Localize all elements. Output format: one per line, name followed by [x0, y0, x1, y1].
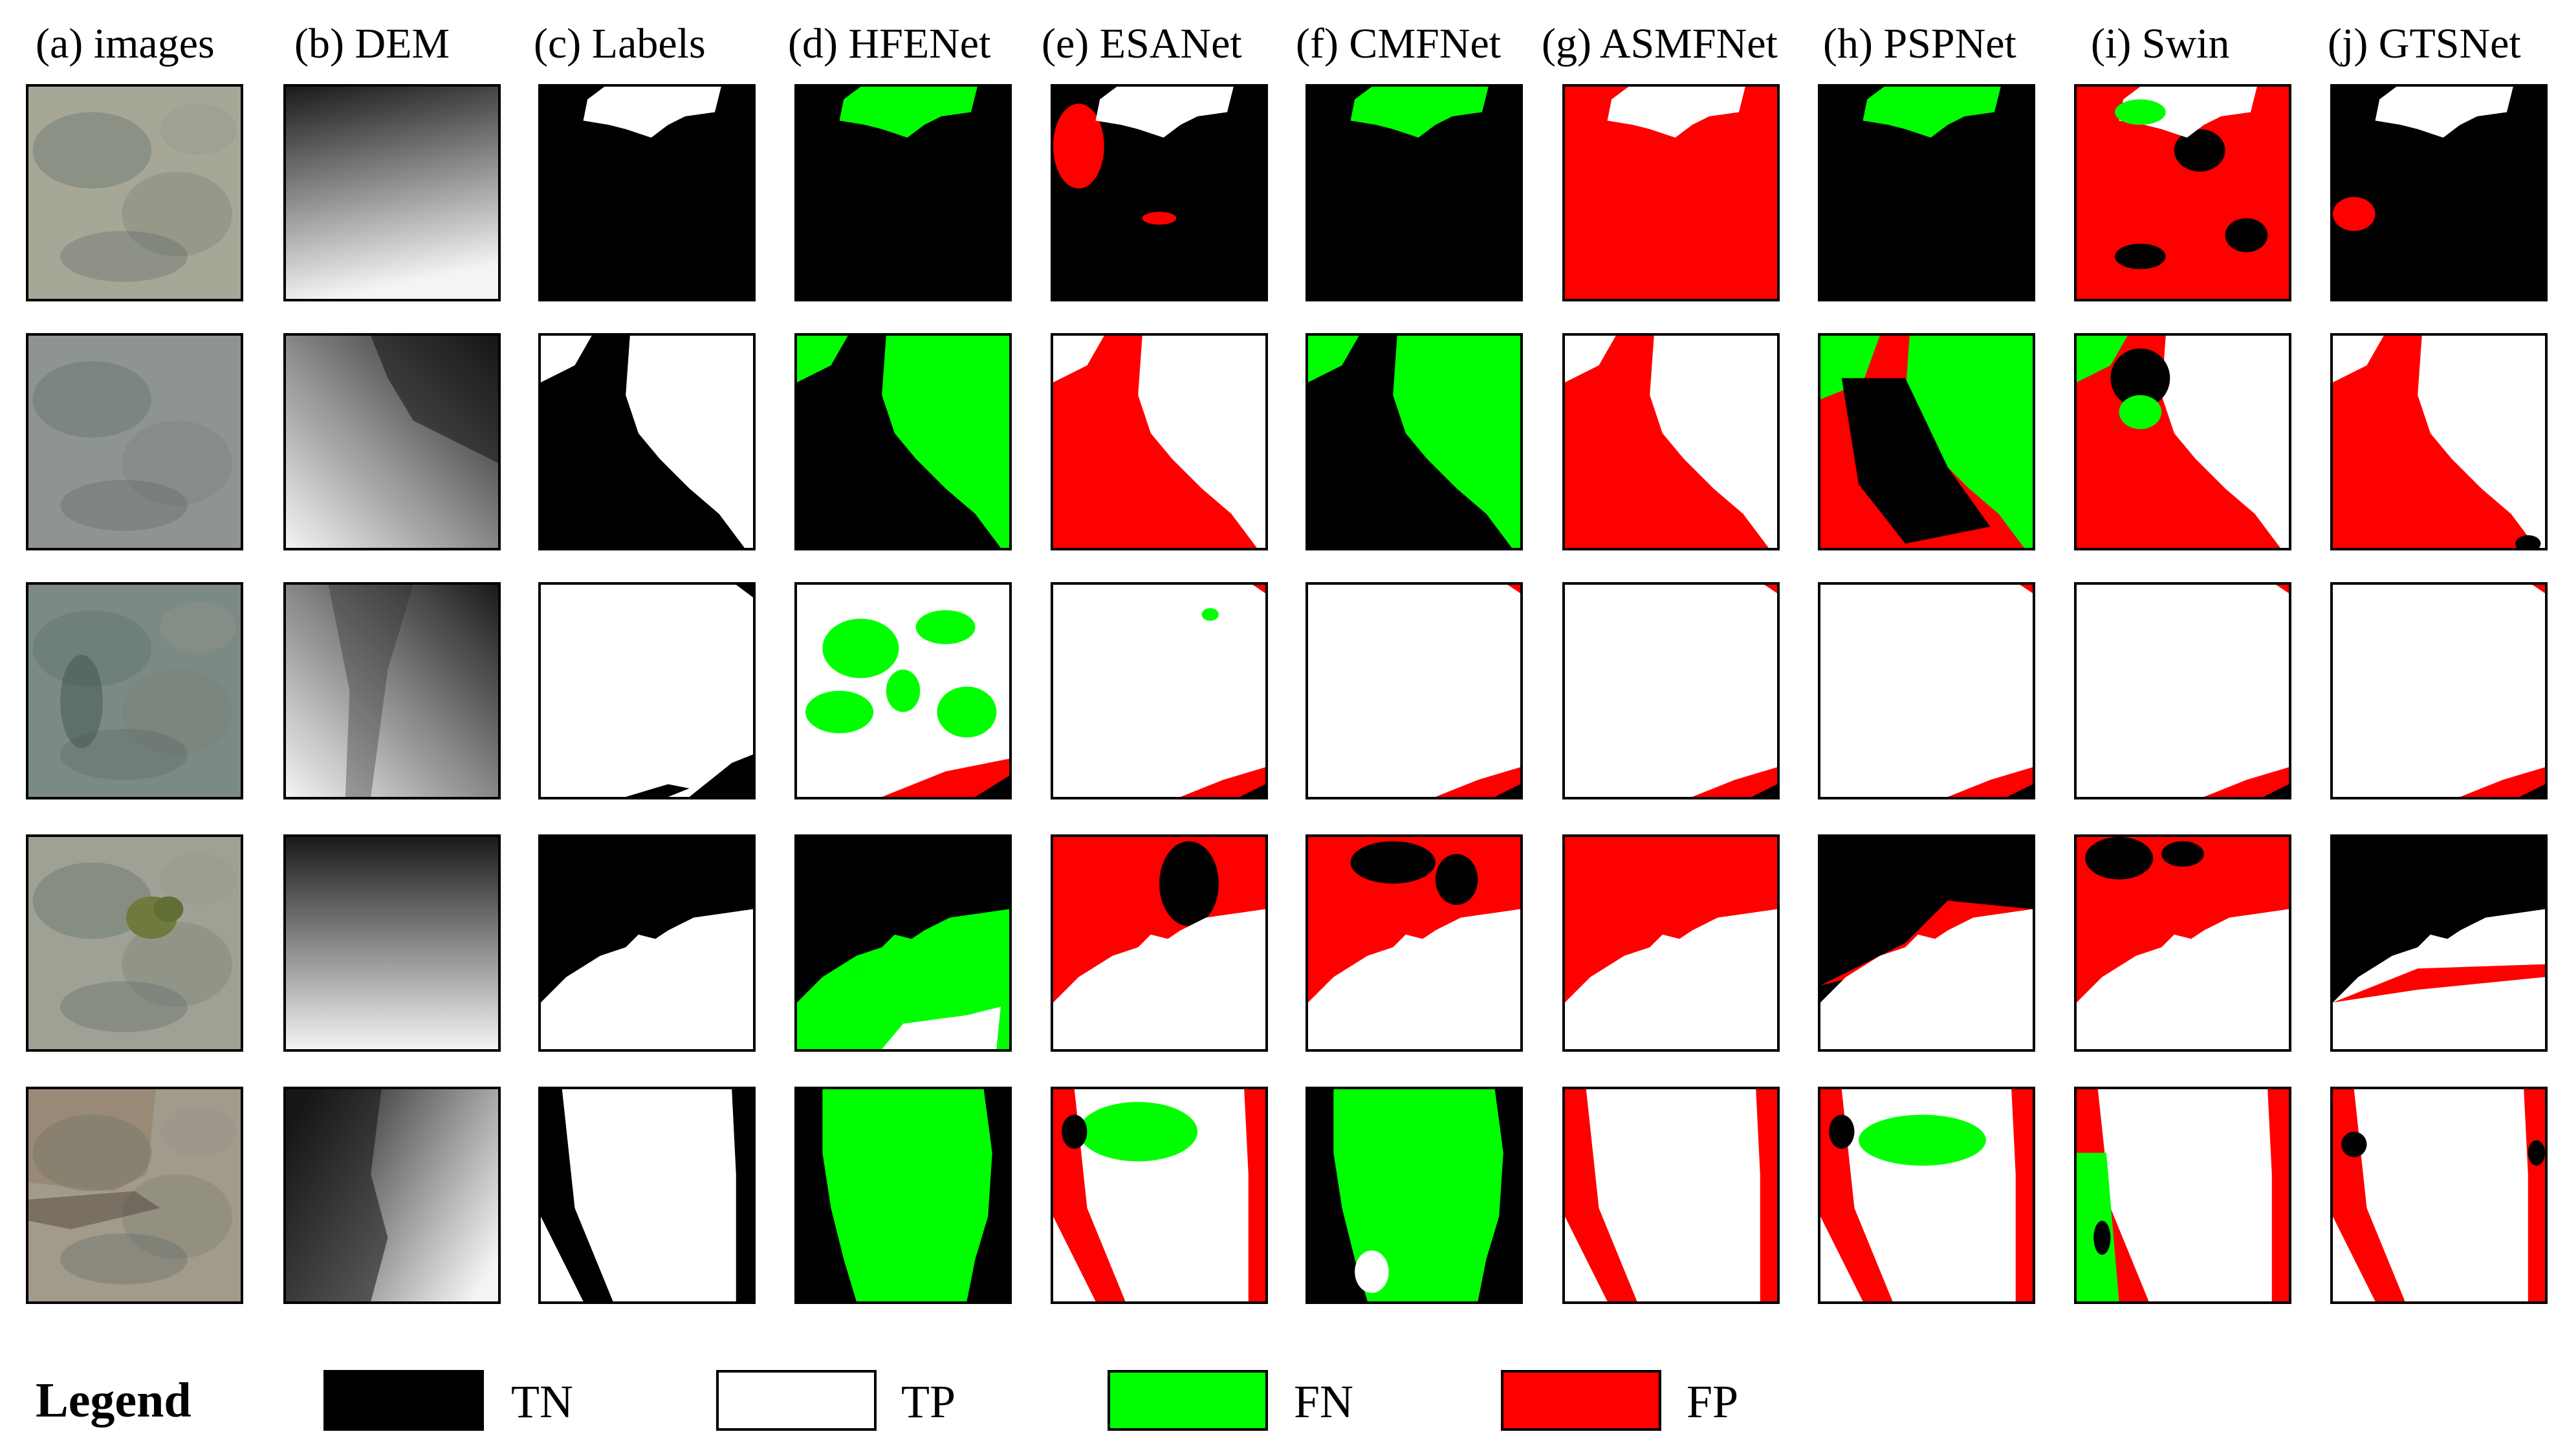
tile-pspnet-row-5 [1818, 1087, 2035, 1304]
tile-swin-row-3 [2074, 582, 2291, 799]
tile-pspnet-row-3 [1818, 582, 2035, 799]
legend-label-tp: TP [901, 1376, 956, 1428]
tile-pspnet-row-2 [1818, 333, 2035, 550]
tile-esanet-row-1 [1051, 84, 1268, 301]
tile-swin-row-1 [2074, 84, 2291, 301]
legend-label-tn: TN [511, 1376, 573, 1428]
tile-esanet-row-3 [1051, 582, 1268, 799]
tile-asmfnet-row-4 [1562, 834, 1780, 1052]
tile-gtsnet-row-3 [2330, 582, 2548, 799]
column-header-labels: (c) Labels [534, 20, 706, 67]
column-header-gtsnet: (j) GTSNet [2328, 20, 2521, 67]
tile-image-row-2 [26, 333, 243, 550]
column-header-asmfnet: (g) ASMFNet [1542, 20, 1778, 67]
tile-gtsnet-row-5 [2330, 1087, 2548, 1304]
legend-title: Legend [36, 1373, 191, 1428]
tile-cmfnet-row-5 [1305, 1087, 1523, 1304]
tile-label-row-5 [538, 1087, 756, 1304]
tile-pspnet-row-1 [1818, 84, 2035, 301]
tile-cmfnet-row-1 [1305, 84, 1523, 301]
tile-asmfnet-row-2 [1562, 333, 1780, 550]
column-header-images: (a) images [36, 20, 215, 67]
tile-swin-row-5 [2074, 1087, 2291, 1304]
tile-esanet-row-5 [1051, 1087, 1268, 1304]
tile-gtsnet-row-2 [2330, 333, 2548, 550]
tile-label-row-4 [538, 834, 756, 1052]
tile-hfenet-row-1 [794, 84, 1012, 301]
tile-label-row-3 [538, 582, 756, 799]
tile-image-row-3 [26, 582, 243, 799]
column-header-pspnet: (h) PSPNet [1823, 20, 2016, 67]
column-header-cmfnet: (f) CMFNet [1296, 20, 1502, 67]
legend-label-fp: FP [1687, 1376, 1739, 1428]
tile-dem-row-2 [283, 333, 501, 550]
tile-gtsnet-row-1 [2330, 84, 2548, 301]
tile-hfenet-row-3 [794, 582, 1012, 799]
tile-hfenet-row-2 [794, 333, 1012, 550]
tile-pspnet-row-4 [1818, 834, 2035, 1052]
tile-hfenet-row-4 [794, 834, 1012, 1052]
legend-swatch-fp [1501, 1370, 1661, 1431]
tile-swin-row-2 [2074, 333, 2291, 550]
tile-cmfnet-row-2 [1305, 333, 1523, 550]
tile-label-row-1 [538, 84, 756, 301]
legend-swatch-tn [323, 1370, 484, 1431]
column-header-swin: (i) Swin [2091, 20, 2230, 67]
tile-swin-row-4 [2074, 834, 2291, 1052]
tile-gtsnet-row-4 [2330, 834, 2548, 1052]
column-header-esanet: (e) ESANet [1042, 20, 1242, 67]
column-header-hfenet: (d) HFENet [788, 20, 991, 67]
legend-swatch-tp [716, 1370, 877, 1431]
tile-esanet-row-2 [1051, 333, 1268, 550]
tile-hfenet-row-5 [794, 1087, 1012, 1304]
tile-image-row-4 [26, 834, 243, 1052]
tile-image-row-1 [26, 84, 243, 301]
column-header-dem: (b) DEM [294, 20, 450, 67]
tile-cmfnet-row-3 [1305, 582, 1523, 799]
tile-asmfnet-row-1 [1562, 84, 1780, 301]
tile-dem-row-1 [283, 84, 501, 301]
tile-dem-row-3 [283, 582, 501, 799]
legend-label-fn: FN [1294, 1376, 1354, 1428]
legend-swatch-fn [1108, 1370, 1268, 1431]
tile-dem-row-4 [283, 834, 501, 1052]
tile-asmfnet-row-5 [1562, 1087, 1780, 1304]
tile-asmfnet-row-3 [1562, 582, 1780, 799]
tile-dem-row-5 [283, 1087, 501, 1304]
tile-cmfnet-row-4 [1305, 834, 1523, 1052]
tile-esanet-row-4 [1051, 834, 1268, 1052]
tile-label-row-2 [538, 333, 756, 550]
tile-image-row-5 [26, 1087, 243, 1304]
